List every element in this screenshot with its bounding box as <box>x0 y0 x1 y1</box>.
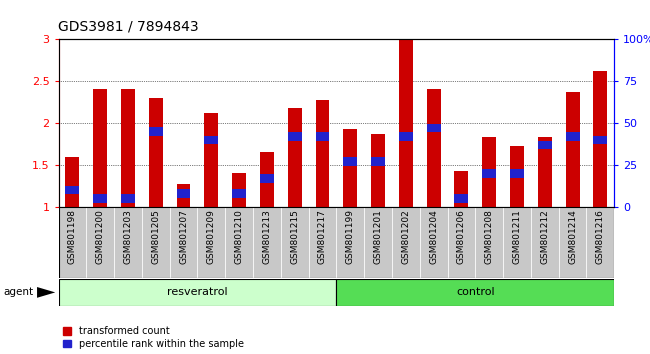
Text: GSM801216: GSM801216 <box>596 209 605 264</box>
Text: GSM801198: GSM801198 <box>68 209 77 264</box>
Bar <box>447 207 475 278</box>
Bar <box>482 169 496 178</box>
Bar <box>149 98 162 207</box>
Text: GSM801206: GSM801206 <box>457 209 466 264</box>
Text: GSM801217: GSM801217 <box>318 209 327 264</box>
Bar <box>399 39 413 207</box>
Text: GDS3981 / 7894843: GDS3981 / 7894843 <box>58 19 199 34</box>
Bar <box>204 113 218 207</box>
Bar <box>392 207 420 278</box>
Bar <box>121 194 135 203</box>
Bar <box>420 207 447 278</box>
Text: GSM801211: GSM801211 <box>512 209 521 264</box>
Text: GSM801208: GSM801208 <box>485 209 494 264</box>
Bar <box>371 158 385 166</box>
Text: resveratrol: resveratrol <box>167 287 228 297</box>
Bar <box>170 207 198 278</box>
Bar <box>315 132 330 141</box>
Bar <box>399 132 413 141</box>
Text: agent: agent <box>3 287 33 297</box>
Text: control: control <box>456 287 495 297</box>
Text: GSM801214: GSM801214 <box>568 209 577 264</box>
Bar <box>510 146 524 207</box>
Bar <box>531 207 559 278</box>
Text: GSM801215: GSM801215 <box>290 209 299 264</box>
Bar <box>58 279 337 306</box>
Bar <box>566 132 580 141</box>
Bar <box>121 90 135 207</box>
Bar <box>343 158 358 166</box>
Text: GSM801209: GSM801209 <box>207 209 216 264</box>
Bar <box>337 207 364 278</box>
Text: GSM801210: GSM801210 <box>235 209 244 264</box>
Bar <box>232 173 246 207</box>
Bar <box>66 186 79 194</box>
Bar <box>343 129 358 207</box>
Text: GSM801201: GSM801201 <box>374 209 383 264</box>
Bar <box>288 108 302 207</box>
Bar <box>315 100 330 207</box>
Bar <box>510 169 524 178</box>
Bar <box>198 207 225 278</box>
Bar <box>503 207 531 278</box>
Bar <box>586 207 614 278</box>
Bar <box>482 137 496 207</box>
Bar <box>142 207 170 278</box>
Bar <box>593 71 607 207</box>
Polygon shape <box>37 287 55 298</box>
Bar <box>426 90 441 207</box>
Bar <box>253 207 281 278</box>
Text: GSM801200: GSM801200 <box>96 209 105 264</box>
Text: GSM801207: GSM801207 <box>179 209 188 264</box>
Bar <box>86 207 114 278</box>
Text: GSM801204: GSM801204 <box>429 209 438 264</box>
Bar <box>593 136 607 144</box>
Bar <box>288 132 302 141</box>
Bar <box>204 136 218 144</box>
Bar <box>454 194 469 203</box>
Bar <box>93 90 107 207</box>
Bar <box>177 189 190 198</box>
Bar <box>232 189 246 198</box>
Text: GSM801203: GSM801203 <box>124 209 133 264</box>
Bar <box>114 207 142 278</box>
Text: GSM801199: GSM801199 <box>346 209 355 264</box>
Text: GSM801202: GSM801202 <box>401 209 410 264</box>
Bar <box>538 141 552 149</box>
Bar <box>475 207 503 278</box>
Bar <box>260 153 274 207</box>
Bar <box>260 174 274 183</box>
Text: GSM801212: GSM801212 <box>540 209 549 264</box>
Bar <box>93 194 107 203</box>
Bar <box>566 92 580 207</box>
Bar <box>371 134 385 207</box>
Legend: transformed count, percentile rank within the sample: transformed count, percentile rank withi… <box>63 326 244 349</box>
Bar <box>364 207 392 278</box>
Bar <box>226 207 253 278</box>
Bar <box>538 137 552 207</box>
Text: GSM801205: GSM801205 <box>151 209 161 264</box>
Bar <box>426 124 441 132</box>
Bar <box>58 207 86 278</box>
Bar <box>149 127 162 136</box>
Bar <box>309 207 337 278</box>
Text: GSM801213: GSM801213 <box>263 209 272 264</box>
Bar <box>337 279 614 306</box>
Bar <box>558 207 586 278</box>
Bar <box>281 207 309 278</box>
Bar <box>454 171 469 207</box>
Bar <box>177 183 190 207</box>
Bar <box>66 156 79 207</box>
